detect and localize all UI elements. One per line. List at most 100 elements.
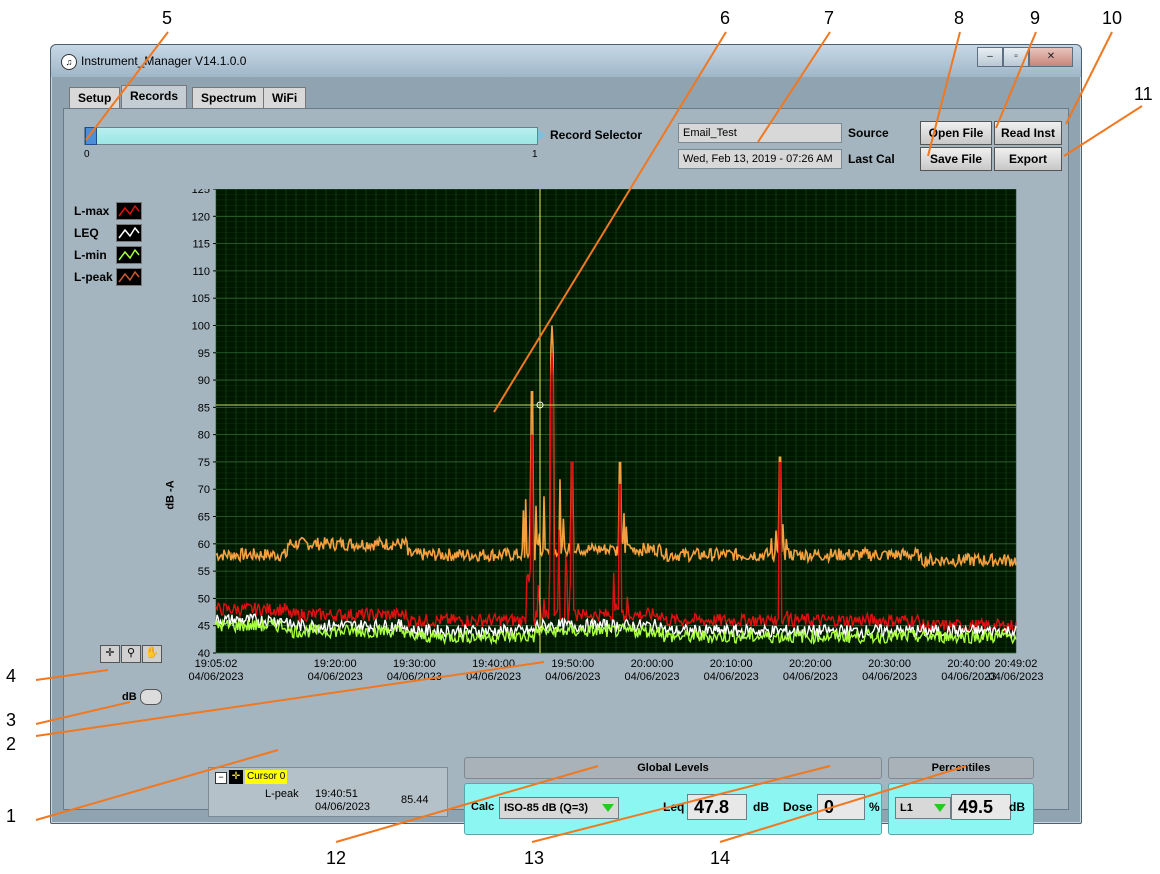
cursor-name[interactable]: Cursor 0 (245, 770, 288, 784)
calc-dropdown-value: ISO-85 dB (Q=3) (504, 802, 589, 814)
save-file-button[interactable]: Save File (920, 147, 992, 171)
legend-lpeak[interactable]: L-peak (74, 268, 142, 288)
dose-unit: % (869, 800, 880, 814)
sound-level-chart[interactable]: 125 120 115 110 105 100 95 90 85 80 75 70 65 60 55 50 45… (176, 189, 1064, 709)
callout-14: 14 (710, 848, 731, 868)
calc-dropdown[interactable]: ISO-85 dB (Q=3) (499, 797, 619, 819)
x-tick-time: 20:20:00 (789, 658, 832, 670)
callout-1: 1 (6, 806, 17, 826)
x-tick-date: 04/06/2023 (862, 671, 917, 683)
maximize-button[interactable]: ▫ (1003, 47, 1029, 67)
x-tick-date: 04/06/2023 (704, 671, 759, 683)
y-tick-label: 100 (192, 320, 210, 332)
dose-value: 0 (817, 794, 865, 820)
callout-10: 10 (1102, 8, 1123, 28)
y-tick-label: 70 (198, 484, 210, 496)
crosshair-tool-icon[interactable]: ✛ (100, 645, 120, 663)
tab-wifi[interactable]: WiFi (263, 87, 307, 108)
y-tick-label: 105 (192, 293, 210, 305)
callout-9: 9 (1030, 8, 1041, 28)
last-cal-field: Wed, Feb 13, 2019 - 07:26 AM (678, 149, 842, 169)
legend-leq[interactable]: LEQ (74, 224, 142, 244)
x-tick-time: 20:10:00 (710, 658, 753, 670)
series-l-peak (215, 325, 1017, 569)
calc-label: Calc (471, 801, 495, 813)
db-toggle-switch[interactable] (140, 689, 162, 705)
legend-leq-swatch[interactable] (116, 224, 142, 242)
close-button[interactable]: ✕ (1029, 47, 1073, 67)
pan-tool-icon[interactable]: ✋ (142, 645, 162, 663)
minimize-button[interactable]: – (977, 47, 1003, 67)
y-tick-label: 115 (192, 239, 210, 251)
callout-13: 13 (524, 848, 545, 868)
legend-lmin[interactable]: L-min (74, 246, 142, 266)
cursor-time: 19:40:51 (315, 788, 358, 800)
window-title: Instrument_Manager V14.1.0.0 (81, 54, 247, 68)
slider-min-label: 0 (84, 149, 90, 160)
read-inst-button[interactable]: Read Inst (994, 121, 1062, 145)
app-window: ♫ Instrument_Manager V14.1.0.0 – ▫ ✕ Set… (50, 44, 1082, 835)
source-field[interactable]: Email_Test (678, 123, 842, 143)
cursor-marker-icon: ✛ (229, 770, 243, 784)
legend-lmax[interactable]: L-max (74, 202, 142, 222)
callout-4: 4 (6, 666, 17, 686)
slider-thumb[interactable] (85, 127, 97, 145)
y-tick-label: 125 (192, 189, 210, 196)
y-tick-label: 50 (198, 593, 210, 605)
percentile-value: 49.5 (951, 794, 1011, 820)
cursor-panel: − ✛ Cursor 0 L-peak 19:40:51 04/06/2023 … (208, 767, 448, 817)
x-tick-time: 20:00:00 (631, 658, 674, 670)
x-tick-time: 20:40:00 (947, 658, 990, 670)
export-button[interactable]: Export (994, 147, 1062, 171)
legend-lpeak-swatch[interactable] (116, 268, 142, 286)
source-label: Source (848, 126, 889, 140)
slider-max-label: 1 (532, 149, 538, 160)
series-l-max (215, 352, 1017, 634)
slider-arrow-icon (538, 129, 546, 141)
y-tick-label: 90 (198, 375, 210, 387)
graph-tools-palette: ✛ ⚲ ✋ (100, 645, 164, 663)
record-selector-label: Record Selector (550, 128, 643, 142)
cursor-channel: L-peak (265, 788, 299, 800)
callout-7: 7 (824, 8, 835, 28)
x-tick-time: 20:30:00 (868, 658, 911, 670)
app-icon: ♫ (61, 54, 77, 70)
y-tick-label: 60 (198, 539, 210, 551)
legend-leq-label: LEQ (74, 226, 99, 240)
global-levels-panel: Calc ISO-85 dB (Q=3) Leq 47.8 dB Dose 0 … (464, 783, 882, 835)
x-tick-time: 20:49:02 (995, 658, 1038, 670)
callout-5: 5 (162, 8, 173, 28)
chevron-down-icon[interactable] (934, 804, 946, 812)
x-tick-date: 04/06/2023 (188, 671, 243, 683)
tab-setup[interactable]: Setup (69, 87, 121, 108)
legend-lmin-swatch[interactable] (116, 246, 142, 264)
x-tick-date: 04/06/2023 (941, 671, 996, 683)
tab-spectrum[interactable]: Spectrum (192, 87, 266, 108)
record-selector-slider[interactable] (84, 127, 538, 145)
open-file-button[interactable]: Open File (920, 121, 992, 145)
x-tick-date: 04/06/2023 (387, 671, 442, 683)
x-tick-time: 19:30:00 (393, 658, 436, 670)
x-tick-time: 19:40:00 (472, 658, 515, 670)
leq-label: Leq (663, 800, 685, 814)
percentiles-panel: L1 49.5 dB (888, 783, 1034, 835)
title-bar: ♫ Instrument_Manager V14.1.0.0 – ▫ ✕ (51, 45, 1081, 77)
series-l-min (215, 618, 1017, 646)
collapse-icon[interactable]: − (215, 772, 227, 784)
zoom-tool-icon[interactable]: ⚲ (121, 645, 141, 663)
legend-lmin-label: L-min (74, 248, 107, 262)
percentiles-header: Percentiles (888, 757, 1034, 779)
leq-unit: dB (753, 800, 769, 814)
legend-lmax-swatch[interactable] (116, 202, 142, 220)
percentile-selector[interactable]: L1 (895, 797, 951, 819)
chevron-down-icon[interactable] (602, 804, 614, 812)
y-tick-label: 120 (192, 211, 210, 223)
y-tick-label: 110 (192, 266, 210, 278)
y-tick-label: 55 (198, 566, 210, 578)
y-tick-label: 95 (198, 348, 210, 360)
y-axis-label: dB -A (164, 480, 177, 510)
global-levels-header: Global Levels (464, 757, 882, 779)
tab-records[interactable]: Records (121, 85, 188, 109)
y-tick-label: 80 (198, 430, 210, 442)
y-tick-label: 40 (198, 648, 210, 660)
